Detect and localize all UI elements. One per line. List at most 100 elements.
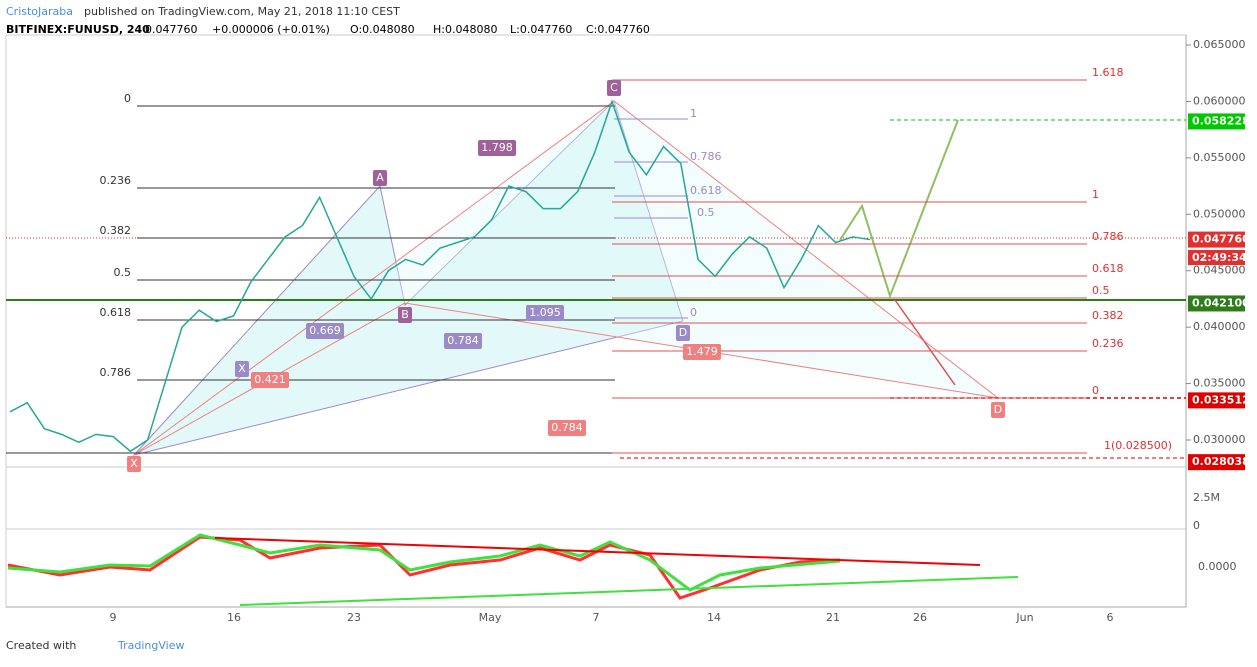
ohlc-value: H:0.048080 bbox=[433, 23, 497, 36]
price-tag bbox=[1188, 392, 1245, 409]
price-tick-label: 0.065000 bbox=[1193, 38, 1246, 51]
point-badge bbox=[398, 307, 412, 323]
ratio-label: 0.669 bbox=[309, 324, 341, 337]
price-tick-label: 0.040000 bbox=[1193, 320, 1246, 333]
date-tick-label: 16 bbox=[227, 611, 241, 624]
fib-label: 0.5 bbox=[697, 206, 715, 219]
price-tag-label: 0.033512 bbox=[1192, 393, 1250, 406]
point-label: D bbox=[994, 403, 1002, 416]
fib-label: 0.786 bbox=[1092, 230, 1124, 243]
point-badge bbox=[607, 80, 621, 96]
fib-label: 0.618 bbox=[1092, 262, 1124, 275]
point-badge bbox=[676, 325, 690, 341]
date-tick-label: 6 bbox=[1107, 611, 1114, 624]
price-tag-label: 0.058228 bbox=[1192, 114, 1250, 127]
ratio-label: 1.798 bbox=[481, 141, 513, 154]
ratio-badge bbox=[683, 344, 721, 360]
fib-label: 0 bbox=[690, 306, 697, 319]
volume-tick-label: 2.5M bbox=[1193, 491, 1220, 504]
fib-label: 1 bbox=[690, 107, 697, 120]
fib-label: 1.618 bbox=[1092, 66, 1124, 79]
countdown: 02:49:34 bbox=[1192, 251, 1247, 264]
oscillator-tick-label: 0.0000 bbox=[1198, 560, 1237, 573]
fib-label: 0.786 bbox=[690, 150, 722, 163]
fib-label: 0.5 bbox=[114, 266, 132, 279]
fib-label: 0.236 bbox=[100, 174, 132, 187]
fib-label: 0.618 bbox=[100, 306, 132, 319]
price-tag bbox=[1188, 295, 1245, 312]
published: published on TradingView.com, May 21, 20… bbox=[84, 5, 400, 18]
ratio-badge bbox=[444, 333, 482, 349]
point-label: B bbox=[401, 308, 409, 321]
price-tick-label: 0.050000 bbox=[1193, 207, 1246, 220]
fib-label: 0 bbox=[124, 92, 131, 105]
price-tag bbox=[1188, 454, 1245, 471]
ratio-label: 0.784 bbox=[551, 421, 583, 434]
fib-label: 0.5 bbox=[1092, 284, 1110, 297]
date-tick-label: 21 bbox=[826, 611, 840, 624]
date-tick-label: 23 bbox=[347, 611, 361, 624]
price-tick-label: 0.035000 bbox=[1193, 377, 1246, 390]
volume-tick-label: 0 bbox=[1193, 519, 1200, 532]
price-tag-label: 0.028038 bbox=[1192, 455, 1250, 468]
price-change: +0.000006 (+0.01%) bbox=[212, 23, 330, 36]
ratio-label: 1.479 bbox=[686, 345, 718, 358]
point-badge bbox=[373, 170, 387, 186]
price-line bbox=[9, 99, 871, 453]
price-tag-label: 0.042100 bbox=[1192, 296, 1250, 309]
price-tag bbox=[1188, 231, 1245, 248]
fib-label: 0 bbox=[1092, 384, 1099, 397]
ratio-badge bbox=[306, 323, 344, 339]
ratio-badge bbox=[251, 372, 289, 388]
ratio-badge bbox=[548, 420, 586, 436]
point-badge bbox=[991, 402, 1005, 418]
date-tick-label: 14 bbox=[707, 611, 721, 624]
symbol: BITFINEX:FUNUSD, 240 bbox=[6, 23, 150, 36]
fib-label: 0.236 bbox=[1092, 337, 1124, 350]
date-tick-label: 26 bbox=[913, 611, 927, 624]
last-price: 0.047760 bbox=[145, 23, 198, 36]
author: CristoJaraba bbox=[6, 5, 73, 18]
date-tick-label: 7 bbox=[593, 611, 600, 624]
ohlc-value: L:0.047760 bbox=[510, 23, 572, 36]
price-tag bbox=[1188, 113, 1245, 130]
trend-line bbox=[214, 537, 981, 566]
price-tick-label: 0.055000 bbox=[1193, 151, 1246, 164]
point-label: C bbox=[610, 81, 618, 94]
price-tag-label: 0.047760 bbox=[1192, 233, 1250, 246]
price-tick-label: 0.045000 bbox=[1193, 264, 1246, 277]
ohlc-value: O:0.048080 bbox=[350, 23, 415, 36]
fib-label: 1 bbox=[1092, 188, 1099, 201]
harmonic-pattern bbox=[132, 100, 684, 456]
ratio-label: 0.421 bbox=[254, 373, 286, 386]
projection-arrow bbox=[894, 299, 956, 386]
ohlc-value: C:0.047760 bbox=[586, 23, 650, 36]
oscillator bbox=[7, 535, 841, 600]
date-tick-label: May bbox=[479, 611, 502, 624]
ratio-badge bbox=[526, 305, 564, 321]
fib-label: 0.382 bbox=[1092, 309, 1124, 322]
point-label: X bbox=[238, 362, 246, 375]
date-tick-label: 9 bbox=[110, 611, 117, 624]
oscillator bbox=[7, 533, 841, 592]
ratio-label: 0.784 bbox=[447, 334, 479, 347]
point-label: X bbox=[130, 457, 138, 470]
price-tick-label: 0.060000 bbox=[1193, 94, 1246, 107]
date-tick-label: Jun bbox=[1015, 611, 1033, 624]
point-label: A bbox=[376, 171, 384, 184]
trend-line bbox=[239, 576, 1019, 606]
ratio-badge bbox=[478, 140, 516, 156]
projection bbox=[839, 119, 959, 300]
point-label: D bbox=[679, 326, 687, 339]
fib-label: 0.382 bbox=[100, 224, 132, 237]
fib-label: 0.618 bbox=[690, 184, 722, 197]
fib-label: 1(0.028500) bbox=[1104, 439, 1172, 452]
fib-label: 0.786 bbox=[100, 366, 132, 379]
price-tick-label: 0.030000 bbox=[1193, 433, 1246, 446]
footer-text: Created with bbox=[6, 639, 76, 652]
point-badge bbox=[235, 361, 249, 377]
countdown-tag bbox=[1188, 250, 1245, 265]
point-badge bbox=[127, 456, 141, 472]
footer-brand[interactable]: TradingView bbox=[117, 639, 184, 652]
